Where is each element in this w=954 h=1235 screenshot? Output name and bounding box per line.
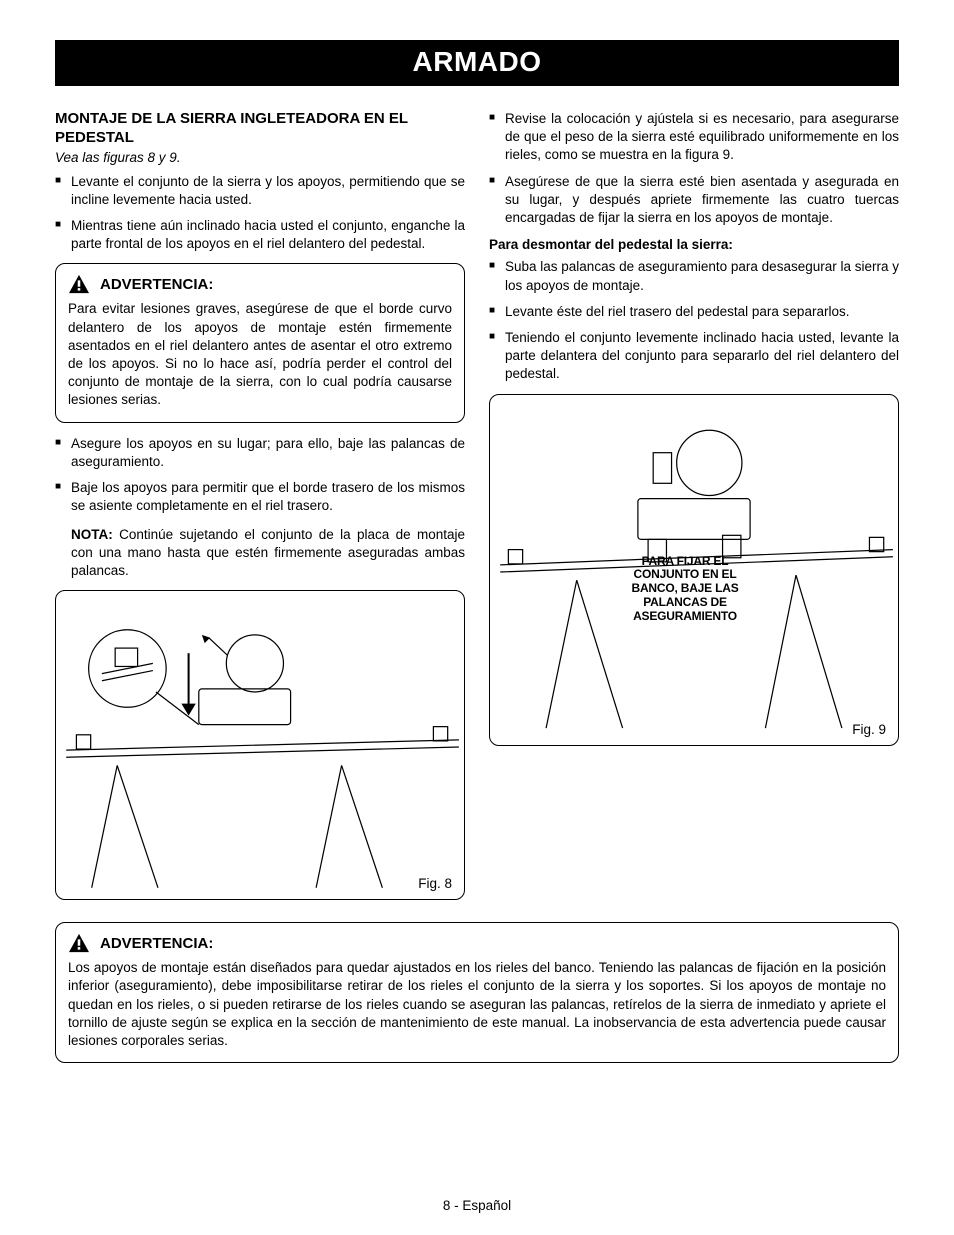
right-column: Revise la colocación y ajústela si es ne… xyxy=(489,110,899,900)
figure-callout: PARA FIJAR EL CONJUNTO EN EL BANCO, BAJE… xyxy=(620,555,750,624)
warning-icon xyxy=(68,933,90,953)
section-title: MONTAJE DE LA SIERRA INGLETEADORA EN EL … xyxy=(55,110,465,148)
list-item: Baje los apoyos para permitir que el bor… xyxy=(55,479,465,515)
figure-caption: Fig. 8 xyxy=(418,876,452,891)
page: ARMADO MONTAJE DE LA SIERRA INGLETEADORA… xyxy=(0,0,954,1235)
figure-caption: Fig. 9 xyxy=(852,722,886,737)
warning-box: ADVERTENCIA: Para evitar lesiones graves… xyxy=(55,263,465,422)
note-paragraph: NOTA: Continúe sujetando el conjunto de … xyxy=(55,526,465,581)
list-item: Revise la colocación y ajústela si es ne… xyxy=(489,110,899,165)
warning-text: Para evitar lesiones graves, asegúrese d… xyxy=(68,300,452,409)
bullet-list: Suba las palancas de aseguramiento para … xyxy=(489,258,899,383)
sub-heading: Para desmontar del pedestal la sierra: xyxy=(489,237,899,252)
list-item: Teniendo el conjunto levemente inclinado… xyxy=(489,329,899,384)
figure-reference: Vea las figuras 8 y 9. xyxy=(55,150,465,165)
list-item: Asegúrese de que la sierra esté bien ase… xyxy=(489,173,899,228)
left-column: MONTAJE DE LA SIERRA INGLETEADORA EN EL … xyxy=(55,110,465,900)
warning-box-full: ADVERTENCIA: Los apoyos de montaje están… xyxy=(55,922,899,1063)
bullet-list: Revise la colocación y ajústela si es ne… xyxy=(489,110,899,227)
figure-8-illustration xyxy=(56,591,464,899)
banner-title: ARMADO xyxy=(55,40,899,86)
warning-label: ADVERTENCIA: xyxy=(100,935,213,952)
page-footer: 8 - Español xyxy=(0,1198,954,1213)
figure-9-box: PARA FIJAR EL CONJUNTO EN EL BANCO, BAJE… xyxy=(489,394,899,746)
list-item: Levante el conjunto de la sierra y los a… xyxy=(55,173,465,209)
bullet-list: Levante el conjunto de la sierra y los a… xyxy=(55,173,465,254)
warning-label: ADVERTENCIA: xyxy=(100,276,213,293)
two-column-layout: MONTAJE DE LA SIERRA INGLETEADORA EN EL … xyxy=(55,110,899,900)
warning-header: ADVERTENCIA: xyxy=(68,933,886,953)
note-text: Continúe sujetando el conjunto de la pla… xyxy=(71,527,465,578)
figure-8-box: Fig. 8 xyxy=(55,590,465,900)
bullet-list: Asegure los apoyos en su lugar; para ell… xyxy=(55,435,465,516)
note-label: NOTA: xyxy=(71,527,113,542)
list-item: Mientras tiene aún inclinado hacia usted… xyxy=(55,217,465,253)
list-item: Levante éste del riel trasero del pedest… xyxy=(489,303,899,321)
warning-header: ADVERTENCIA: xyxy=(68,274,452,294)
list-item: Suba las palancas de aseguramiento para … xyxy=(489,258,899,294)
list-item: Asegure los apoyos en su lugar; para ell… xyxy=(55,435,465,471)
warning-icon xyxy=(68,274,90,294)
warning-text: Los apoyos de montaje están diseñados pa… xyxy=(68,959,886,1050)
